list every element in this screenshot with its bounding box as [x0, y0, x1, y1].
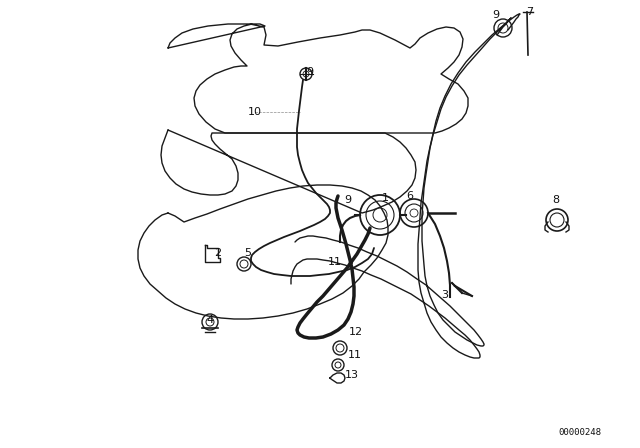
Text: 00000248: 00000248 — [559, 427, 602, 436]
Text: 5: 5 — [244, 248, 252, 258]
Text: 10: 10 — [248, 107, 262, 117]
Text: 11: 11 — [348, 350, 362, 360]
Text: 2: 2 — [214, 248, 221, 258]
Text: 9: 9 — [307, 67, 314, 77]
Text: 6: 6 — [406, 191, 413, 201]
Text: 9: 9 — [344, 195, 351, 205]
Text: 1: 1 — [381, 193, 388, 203]
Text: 13: 13 — [345, 370, 359, 380]
Text: 3: 3 — [442, 290, 449, 300]
Text: 9: 9 — [492, 10, 500, 20]
Text: 8: 8 — [552, 195, 559, 205]
Text: 12: 12 — [349, 327, 363, 337]
Text: 4: 4 — [207, 315, 214, 325]
Text: 7: 7 — [527, 7, 534, 17]
Text: 11: 11 — [328, 257, 342, 267]
